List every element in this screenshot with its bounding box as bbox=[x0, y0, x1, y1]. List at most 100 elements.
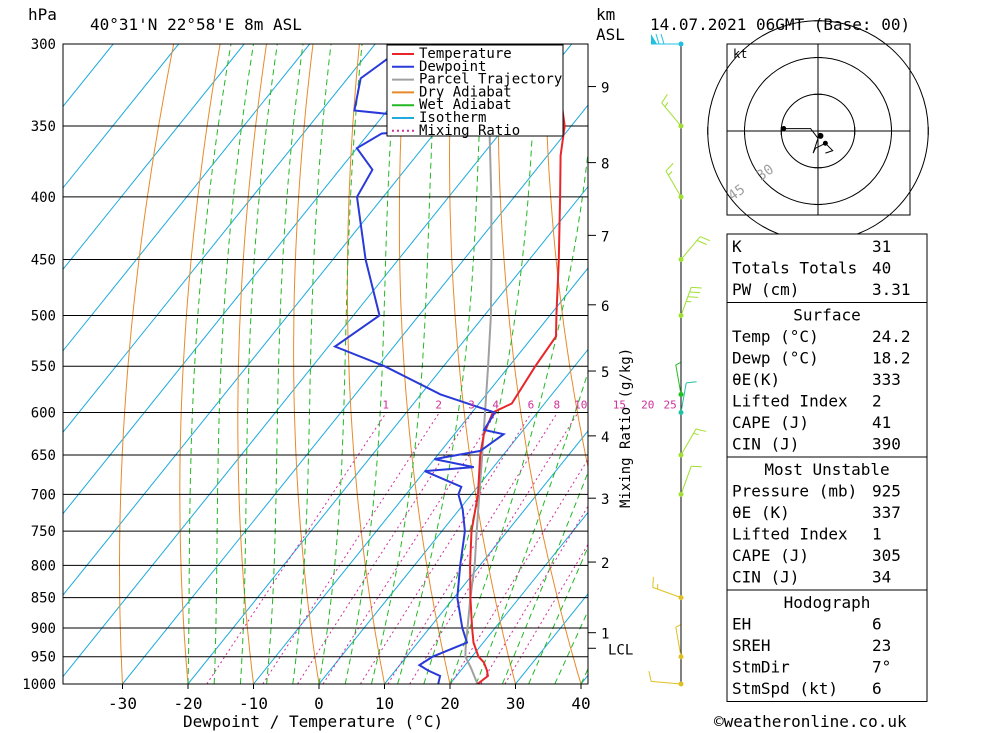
km-tick-label: 3 bbox=[601, 492, 609, 508]
legend-label: Parcel Trajectory bbox=[419, 72, 562, 88]
wind-barb-half-flag bbox=[664, 102, 669, 108]
table-row-label: EH bbox=[732, 615, 751, 634]
dry-adiabat-line bbox=[917, 44, 1000, 684]
table-row-value: 34 bbox=[872, 568, 891, 587]
mixing-ratio-tick-label: 20 bbox=[641, 399, 654, 412]
km-unit-label: km bbox=[596, 5, 615, 24]
legend-label: Mixing Ratio bbox=[419, 123, 520, 139]
mixing-ratio-line bbox=[359, 412, 533, 684]
table-row-value: 23 bbox=[872, 636, 891, 655]
location-label: 40°31'N 22°58'E 8m ASL bbox=[90, 15, 302, 34]
table-row-label: Dewp (°C) bbox=[732, 349, 819, 368]
table-row-label: Totals Totals bbox=[732, 259, 857, 278]
table-title: Most Unstable bbox=[764, 460, 889, 479]
wind-barb-staff bbox=[680, 382, 687, 413]
km-tick-label: 8 bbox=[601, 157, 609, 173]
asl-unit-label: ASL bbox=[596, 25, 625, 44]
mixing-ratio-line bbox=[504, 543, 588, 684]
dry-adiabat-line bbox=[963, 44, 1000, 684]
wind-barb-half-flag bbox=[668, 171, 673, 176]
hodograph-point bbox=[781, 126, 787, 132]
wind-barb bbox=[678, 286, 702, 319]
pressure-tick-label: 350 bbox=[31, 119, 56, 135]
wind-barb-flag bbox=[661, 93, 668, 104]
wind-barb-flag bbox=[655, 33, 660, 45]
table-row-label: θE(K) bbox=[732, 370, 780, 389]
pressure-tick-label: 1000 bbox=[22, 677, 56, 693]
km-tick-label: 6 bbox=[601, 299, 609, 315]
wind-barb bbox=[678, 465, 702, 497]
table-row-value: 3.31 bbox=[872, 280, 911, 299]
temperature-tick-label: -10 bbox=[239, 694, 268, 713]
wind-barb bbox=[678, 428, 707, 458]
wind-barb-half-flag bbox=[693, 432, 699, 436]
credit-label: ©weatheronline.co.uk bbox=[714, 712, 907, 731]
temperature-tick-label: 20 bbox=[440, 694, 459, 713]
wet-adiabat-line bbox=[187, 44, 232, 684]
pressure-tick-label: 450 bbox=[31, 253, 56, 269]
table-row-value: 41 bbox=[872, 413, 891, 432]
wind-barb-flag bbox=[648, 671, 652, 682]
mixing-ratio-tick-label: 4 bbox=[492, 399, 499, 412]
pressure-tick-label: 750 bbox=[31, 524, 56, 540]
table-box bbox=[726, 589, 928, 702]
wind-barb-flag bbox=[696, 239, 707, 245]
wind-barb-staff bbox=[675, 364, 682, 395]
wind-barb-half-flag bbox=[675, 624, 681, 628]
wind-barb-pennant bbox=[651, 34, 657, 44]
isotherm-line bbox=[63, 44, 311, 352]
temperature-tick-labels: -30 -20 -10 0 10 20 30 40 bbox=[108, 684, 591, 713]
table-row-value: 40 bbox=[872, 259, 891, 278]
wind-barb-dot bbox=[678, 654, 684, 660]
pressure-tick-label: 650 bbox=[31, 448, 56, 464]
mixing-ratio-tick-label: 2 bbox=[435, 399, 442, 412]
temperature-tick-label: 40 bbox=[571, 694, 590, 713]
wind-barb-flag bbox=[689, 291, 701, 294]
table-title: Surface bbox=[793, 306, 860, 325]
table-row-value: 7° bbox=[872, 658, 891, 677]
table-box bbox=[726, 233, 928, 303]
wet-adiabat-line bbox=[554, 609, 588, 684]
pressure-tick-label: 550 bbox=[31, 359, 56, 375]
hodograph: kt 30 45 bbox=[707, 20, 929, 242]
pressure-tick-label: 600 bbox=[31, 406, 56, 422]
km-tick-labels: 1 2 3 4 5 6 7 8 9 LCL bbox=[588, 81, 633, 658]
wind-barb bbox=[675, 624, 684, 660]
wind-barb-dot bbox=[678, 452, 684, 458]
isotherm-line bbox=[187, 185, 588, 684]
datetime-label: 14.07.2021 06GMT (Base: 00) bbox=[650, 15, 910, 34]
isotherm-line bbox=[63, 44, 180, 189]
table-row-value: 337 bbox=[872, 503, 901, 522]
wind-barb-flag bbox=[660, 33, 665, 45]
storm-motion-marker bbox=[817, 132, 824, 139]
wind-barb-flag bbox=[652, 576, 654, 588]
table-row-label: CAPE (J) bbox=[732, 413, 809, 432]
table-row-value: 2 bbox=[872, 392, 882, 411]
mixing-ratio-tick-label: 25 bbox=[664, 399, 677, 412]
wind-barb-staff bbox=[651, 680, 682, 685]
wind-barb-dot bbox=[678, 41, 684, 47]
table-box bbox=[726, 456, 928, 591]
km-tick-label: 4 bbox=[601, 430, 609, 446]
table-row-label: Lifted Index bbox=[732, 392, 848, 411]
km-tick-label: 7 bbox=[601, 229, 609, 245]
mixing-ratio-tick-label: 15 bbox=[613, 399, 626, 412]
wind-barb bbox=[675, 362, 684, 397]
pressure-tick-labels: 300 350 400 450 500 550 600 650 700 750 800 850 900 9… bbox=[22, 37, 56, 693]
isotherm-line bbox=[63, 44, 114, 108]
table-row-value: 6 bbox=[872, 679, 882, 698]
legend-label: Dry Adiabat bbox=[419, 84, 512, 100]
mixing-ratio-line bbox=[262, 412, 440, 684]
wet-adiabat-line bbox=[528, 545, 588, 684]
table-row-label: K bbox=[732, 237, 742, 256]
table-row-value: 925 bbox=[872, 482, 901, 501]
table-row-value: 390 bbox=[872, 435, 901, 454]
pressure-tick-label: 500 bbox=[31, 309, 56, 325]
isotherm-line bbox=[63, 44, 573, 678]
wind-barb bbox=[648, 671, 684, 687]
table-row-label: CIN (J) bbox=[732, 568, 799, 587]
legend-label: Wet Adiabat bbox=[419, 97, 512, 113]
x-axis-label: Dewpoint / Temperature (°C) bbox=[183, 712, 443, 731]
wind-barb-dot bbox=[678, 491, 684, 497]
